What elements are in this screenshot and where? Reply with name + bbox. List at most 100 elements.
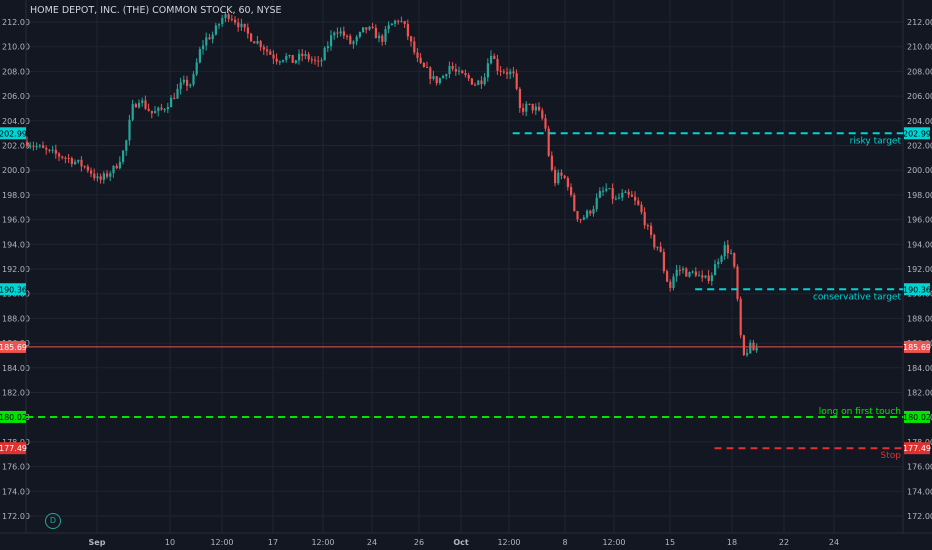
candle-body: [205, 37, 208, 46]
candle-body: [467, 75, 470, 79]
candle-body: [221, 18, 224, 25]
y-tick-label-left: 200.00: [2, 166, 30, 175]
candle-body: [333, 32, 336, 36]
candle-body: [336, 32, 339, 34]
candle-body: [45, 147, 48, 150]
candle-body: [61, 156, 64, 158]
candle-body: [96, 176, 99, 179]
candle-body: [563, 175, 566, 178]
candle-body: [694, 271, 697, 276]
candle-body: [378, 35, 381, 39]
level-tag-right: [904, 283, 930, 296]
candle-body: [742, 335, 745, 356]
candle-body: [480, 80, 483, 85]
candle-body: [179, 82, 182, 89]
candle-body: [509, 71, 512, 75]
candle-body: [630, 194, 633, 197]
x-tick-label: 22: [779, 538, 789, 547]
candle-body: [435, 76, 438, 84]
candle-body: [659, 246, 662, 252]
candle-body: [352, 41, 355, 44]
level-tag-text-right: 177.49: [903, 444, 931, 453]
candle-body: [653, 234, 656, 248]
candle-body: [541, 110, 544, 119]
candle-body: [666, 271, 669, 282]
candle-body: [618, 197, 621, 199]
candle-body: [579, 219, 582, 221]
candle-body: [573, 194, 576, 212]
candle-body: [288, 55, 291, 57]
x-tick-label: 12:00: [210, 538, 233, 547]
candle-body: [640, 204, 643, 213]
y-tick-label-left: 182.00: [2, 389, 30, 398]
candle-body: [272, 54, 275, 59]
candle-body: [387, 25, 390, 30]
candle-body: [602, 190, 605, 192]
candle-body: [86, 166, 89, 171]
candle-body: [406, 24, 409, 37]
x-tick-label: 26: [414, 538, 424, 547]
candle-body: [678, 269, 681, 271]
last-price-tag-text-right: 185.69: [903, 343, 931, 352]
candle-body: [611, 188, 614, 200]
y-tick-label-left: 206.00: [2, 92, 30, 101]
level-tag-text-left: 180.02: [0, 413, 27, 422]
y-tick-label-right: 194.00: [907, 240, 932, 249]
candle-body: [730, 253, 733, 255]
candle-body: [499, 70, 502, 72]
x-tick-label: 12:00: [602, 538, 625, 547]
x-tick-label: 12:00: [497, 538, 520, 547]
candle-body: [717, 261, 720, 265]
y-tick-label-right: 172.00: [907, 512, 932, 521]
candle-body: [240, 23, 243, 28]
candle-body: [170, 97, 173, 108]
candle-body: [317, 60, 320, 62]
x-tick-label: 18: [727, 538, 737, 547]
x-tick-label: 15: [665, 538, 675, 547]
level-label: long on first touch: [819, 407, 901, 417]
x-tick-label: 17: [268, 538, 278, 547]
y-tick-label-right: 182.00: [907, 389, 932, 398]
y-tick-label-left: 196.00: [2, 216, 30, 225]
candle-body: [394, 20, 397, 24]
candle-body: [384, 29, 387, 42]
level-tag-right: [904, 410, 930, 423]
candle-body: [490, 55, 493, 64]
candle-body: [534, 106, 537, 111]
candle-body: [320, 60, 323, 62]
candle-body: [134, 104, 137, 108]
candle-body: [621, 192, 624, 198]
y-tick-label-right: 196.00: [907, 216, 932, 225]
candle-body: [518, 88, 521, 109]
level-tag-left: [0, 410, 26, 423]
candle-body: [90, 170, 93, 174]
candle-body: [643, 212, 646, 226]
candle-body: [566, 177, 569, 188]
candle-body: [688, 271, 691, 277]
candle-body: [262, 47, 265, 50]
candle-body: [250, 33, 253, 42]
candle-body: [118, 161, 121, 169]
candle-body: [26, 141, 29, 147]
candle-body: [560, 172, 563, 176]
candle-body: [538, 106, 541, 111]
candle-body: [278, 61, 281, 63]
y-tick-label-left: 174.00: [2, 487, 30, 496]
candle-body: [413, 41, 416, 53]
candle-body: [54, 149, 57, 154]
candle-body: [93, 173, 96, 179]
candle-body: [438, 78, 441, 84]
candle-body: [182, 79, 185, 83]
candle-body: [432, 76, 435, 80]
candle-body: [515, 73, 518, 89]
candle-body: [614, 198, 617, 200]
candle-body: [266, 49, 269, 52]
candle-body: [48, 149, 51, 151]
candle-body: [214, 25, 217, 35]
x-tick-label: 10: [165, 538, 175, 547]
candle-body: [685, 268, 688, 277]
candle-body: [202, 45, 205, 50]
candle-body: [458, 70, 461, 72]
